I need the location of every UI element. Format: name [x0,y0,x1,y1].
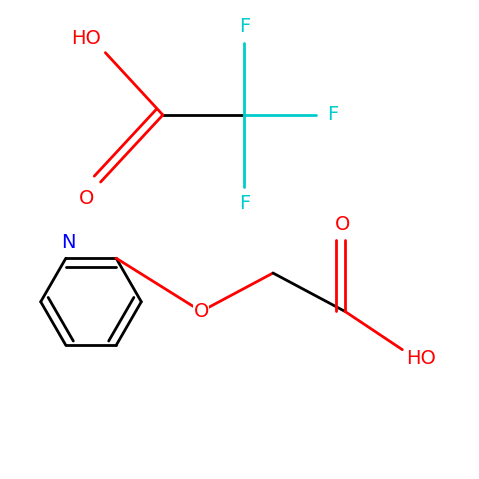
Text: O: O [79,189,94,208]
Text: O: O [335,215,350,234]
Text: F: F [239,17,250,36]
Text: F: F [239,194,250,213]
Text: N: N [61,233,76,252]
Text: HO: HO [407,349,436,368]
Text: F: F [327,105,339,125]
Text: HO: HO [71,29,101,48]
Text: O: O [194,302,209,321]
